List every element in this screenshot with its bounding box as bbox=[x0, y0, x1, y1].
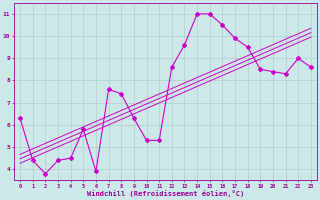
X-axis label: Windchill (Refroidissement éolien,°C): Windchill (Refroidissement éolien,°C) bbox=[87, 190, 244, 197]
